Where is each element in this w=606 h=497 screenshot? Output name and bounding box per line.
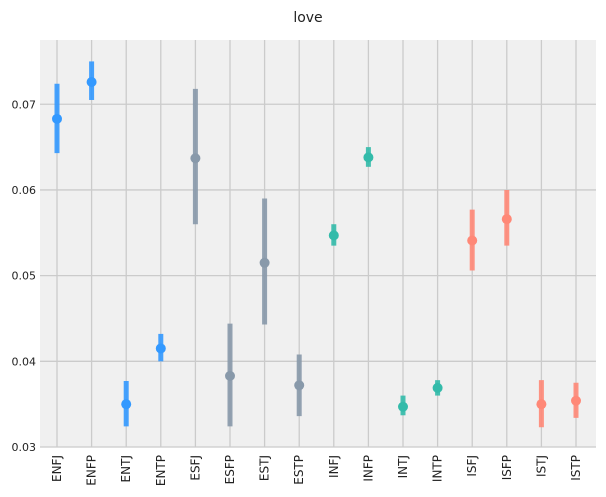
y-tick-label: 0.03 [12,441,37,454]
point-esfp [225,370,235,381]
x-tick-label: INTJ [396,455,410,478]
y-tick-label: 0.05 [12,270,37,283]
point-enfp [86,76,97,87]
point-isfj [467,235,478,246]
x-tick-label: ENTJ [119,455,133,482]
x-tick-label: ESTP [292,455,306,485]
x-tick-label: ISTJ [534,455,548,477]
x-tick-label: ENFJ [50,455,64,482]
point-intj [398,401,408,412]
x-tick-label: INFP [361,455,375,482]
y-tick-label: 0.06 [12,184,37,197]
point-entj [121,399,132,410]
point-istp [571,395,581,406]
x-tick-label: INTP [431,455,445,482]
x-tick-label: ISTP [569,455,583,481]
data-marks [52,61,581,428]
x-tick-label: ENTP [154,455,168,486]
x-tick-label: INFJ [327,455,341,478]
point-estj [259,257,270,268]
point-enfj [52,113,62,124]
x-tick-label: ISFJ [465,455,479,477]
point-intp [432,382,443,393]
plot-background [40,40,596,447]
point-infp [363,152,374,163]
x-tick-label: ENFP [85,455,99,486]
x-tick-label: ESTJ [258,455,272,481]
y-tick-label: 0.07 [12,98,37,111]
x-tick-label: ESFP [223,455,237,484]
x-axis-ticks: ENFJ ENFP ENTJ ENTP ESFJ ESFP ESTJ ESTP INFJ INFP… [50,455,583,486]
y-tick-label: 0.04 [12,355,37,368]
point-esfj [190,153,201,164]
chart-title: love [293,10,322,26]
point-isfp [501,214,512,225]
point-istj [536,399,547,410]
x-tick-label: ISFP [500,455,514,480]
point-estp [294,380,305,391]
point-entp [155,343,166,354]
x-tick-label: ESFJ [188,455,202,481]
point-infj [328,230,339,241]
y-axis-ticks: 0.03 0.04 0.05 0.06 0.07 [12,98,37,454]
